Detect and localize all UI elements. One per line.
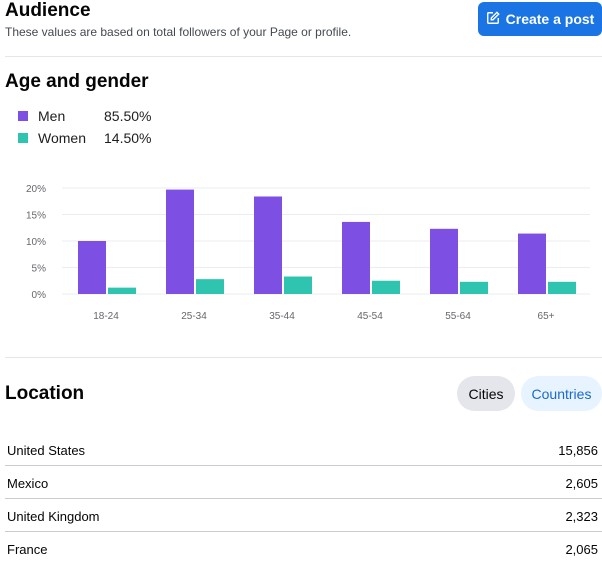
y-tick-label: 10% [26,237,46,248]
list-item: United Kingdom 2,323 [5,499,602,532]
bar-women-18-24[interactable] [108,287,136,294]
y-tick-label: 5% [32,264,47,275]
bar-men-55-64[interactable] [430,228,458,294]
bar-men-45-54[interactable] [342,221,370,294]
page-title: Audience [5,0,91,21]
audience-header: Audience These values are based on total… [0,0,602,56]
legend-value-women: 14.50% [104,130,152,146]
tab-countries[interactable]: Countries [521,376,602,411]
bar-men-65+[interactable] [518,233,546,294]
follower-count: 15,856 [558,443,598,458]
bar-women-65+[interactable] [548,281,576,294]
follower-count: 2,605 [565,476,598,491]
country-name: Mexico [7,476,49,491]
divider [5,56,602,57]
y-tick-label: 15% [26,211,46,222]
legend-value-men: 85.50% [104,108,152,124]
bar-men-35-44[interactable] [254,196,282,294]
row-divider [5,465,602,466]
age-gender-bar-chart: 0% 5% 10% 15% 20% 18-24 25-34 35-44 45-54 55-64 65… [26,184,590,322]
legend-label-women: Women [38,130,86,146]
follower-count: 2,323 [565,509,598,524]
bar-men-25-34[interactable] [166,189,194,294]
create-post-button[interactable]: Create a post [478,2,602,36]
y-tick-label: 0% [32,290,47,301]
bar-women-55-64[interactable] [460,281,488,294]
follower-count: 2,065 [565,542,598,557]
tab-cities[interactable]: Cities [457,376,515,411]
row-divider [5,498,602,499]
country-name: United States [7,443,86,458]
x-tick-label: 18-24 [93,311,119,322]
legend-label-men: Men [38,108,66,124]
men-swatch [18,111,28,121]
list-item: France 2,065 [5,532,602,561]
age-gender-title: Age and gender [5,71,149,92]
x-tick-label: 35-44 [269,311,295,322]
x-tick-label: 55-64 [445,311,471,322]
location-title: Location [5,383,85,404]
list-item: Mexico 2,605 [5,466,602,499]
country-name: United Kingdom [7,509,100,524]
edit-icon [486,10,500,28]
women-swatch [18,133,28,143]
x-tick-label: 45-54 [357,311,383,322]
bar-women-35-44[interactable] [284,276,312,294]
x-tick-label: 25-34 [181,311,207,322]
list-item: United States 15,856 [5,433,602,466]
country-name: France [7,542,48,557]
create-post-label: Create a post [505,11,595,27]
y-tick-label: 20% [26,184,46,195]
x-tick-label: 65+ [538,311,555,322]
row-divider [5,531,602,532]
divider [5,357,602,358]
bar-men-18-24[interactable] [78,241,106,294]
bar-women-45-54[interactable] [372,280,400,294]
bar-women-25-34[interactable] [196,279,224,294]
page-subtitle: These values are based on total follower… [5,25,352,39]
